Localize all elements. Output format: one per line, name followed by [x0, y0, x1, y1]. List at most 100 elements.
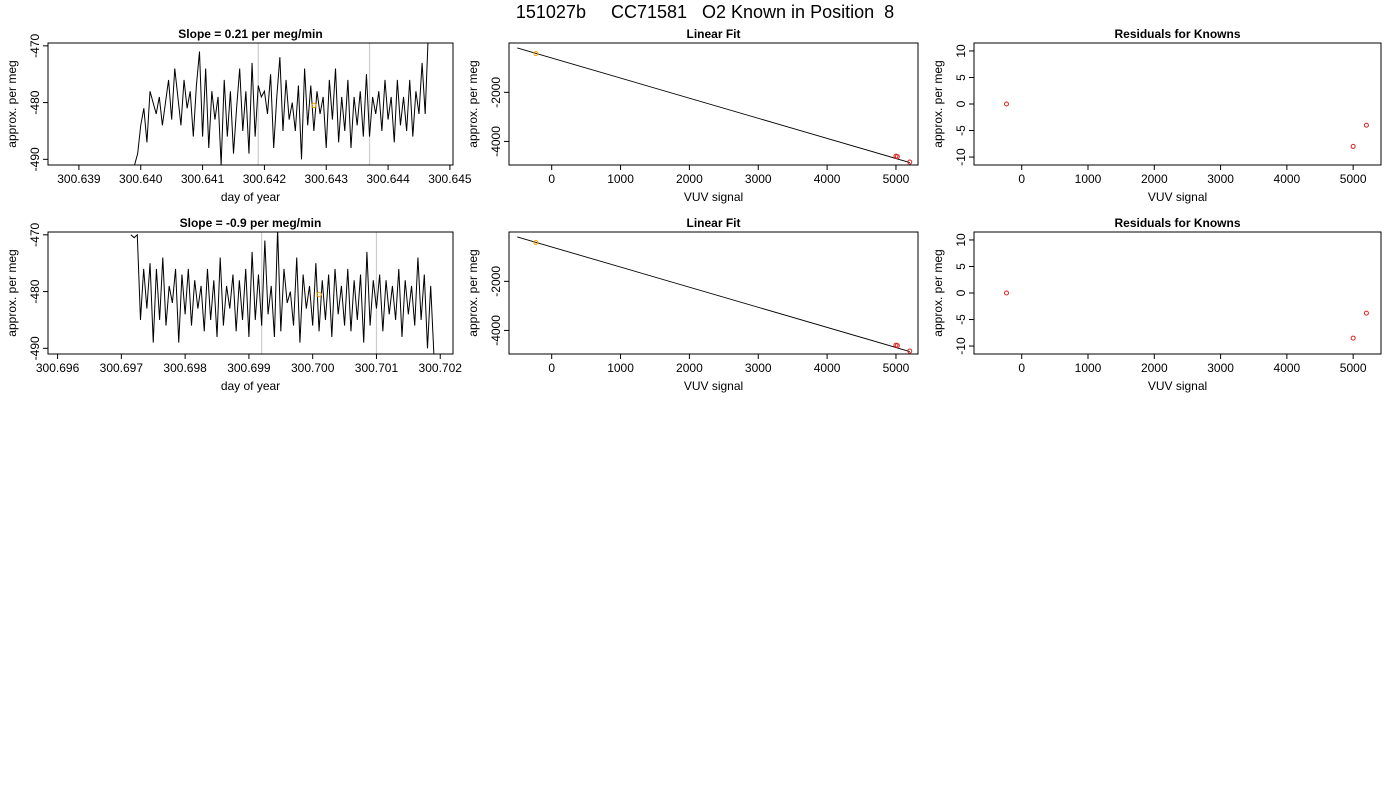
y-tick-label: 10	[954, 233, 968, 247]
figure-title: 151027b CC71581 O2 Known in Position 8	[516, 2, 894, 22]
chart-title: Linear Fit	[686, 216, 740, 230]
chart-panel: Residuals for Knowns 0 1000 2000 3000 4000 500…	[931, 27, 1382, 204]
data-point	[533, 240, 539, 246]
data-point	[1003, 101, 1009, 107]
x-tick-label: 300.696	[36, 361, 80, 375]
chart-title: Slope = 0.21 per meg/min	[178, 27, 322, 41]
y-tick-label: 5	[954, 74, 968, 81]
x-tick-label: 3000	[745, 172, 772, 186]
x-tick-label: 4000	[1274, 361, 1301, 375]
x-tick-label: 2000	[1141, 361, 1168, 375]
x-tick-label: 2000	[676, 172, 703, 186]
y-tick-label: -5	[954, 314, 968, 325]
x-tick-label: 3000	[1207, 361, 1234, 375]
x-tick-label: 300.645	[428, 172, 472, 186]
x-tick-label: 4000	[814, 172, 841, 186]
x-tick-label: 300.700	[291, 361, 335, 375]
y-tick-label: -5	[954, 125, 968, 136]
x-tick-label: 4000	[1274, 172, 1301, 186]
x-tick-label: 300.640	[119, 172, 163, 186]
x-tick-label: 4000	[814, 361, 841, 375]
data-point	[894, 343, 900, 349]
y-axis-label: approx. per meg	[931, 60, 945, 147]
x-tick-label: 3000	[1207, 172, 1234, 186]
x-tick-label: 3000	[745, 361, 772, 375]
x-tick-label: 1000	[607, 172, 634, 186]
y-tick-label: -4000	[489, 126, 503, 157]
y-tick-label: -480	[28, 279, 42, 303]
plot-area	[1003, 290, 1369, 341]
y-tick-label: 5	[954, 263, 968, 270]
x-tick-label: 0	[548, 361, 555, 375]
data-point	[894, 154, 900, 160]
plot-area	[1003, 101, 1369, 149]
y-tick-label: 10	[954, 44, 968, 58]
x-tick-label: 2000	[1141, 172, 1168, 186]
chart-panel: Linear Fit 0 1000 2000 3000 4000 5000 -2000 -400…	[466, 216, 919, 393]
chart-panel: Slope = 0.21 per meg/min 300.639 300.640 30…	[5, 27, 472, 204]
x-axis-label: day of year	[221, 379, 280, 393]
x-tick-label: 300.697	[100, 361, 144, 375]
plot-frame	[508, 42, 919, 166]
x-tick-label: 1000	[607, 361, 634, 375]
data-point	[533, 51, 539, 57]
y-tick-label: -480	[28, 90, 42, 114]
y-axis-label: approx. per meg	[5, 249, 19, 336]
x-tick-label: 5000	[883, 172, 910, 186]
y-tick-label: -10	[954, 337, 968, 355]
x-tick-label: 0	[1018, 172, 1025, 186]
plot-area	[517, 47, 913, 165]
x-axis-label: VUV signal	[684, 190, 743, 204]
data-point	[1350, 335, 1356, 341]
chart-title: Slope = -0.9 per meg/min	[180, 216, 322, 230]
x-tick-label: 0	[1018, 361, 1025, 375]
y-tick-label: -10	[954, 148, 968, 166]
plot-area	[134, 43, 429, 165]
x-tick-label: 5000	[1340, 361, 1367, 375]
plot-area	[517, 236, 913, 354]
y-tick-label: -2000	[489, 266, 503, 297]
x-tick-label: 300.641	[181, 172, 225, 186]
chart-title: Residuals for Knowns	[1114, 216, 1240, 230]
series-line	[130, 232, 435, 354]
x-axis-label: VUV signal	[1148, 190, 1207, 204]
x-tick-label: 300.639	[57, 172, 101, 186]
data-point	[1363, 310, 1369, 316]
fit-line	[517, 47, 910, 163]
data-point	[1350, 143, 1356, 149]
data-point	[1363, 122, 1369, 128]
y-tick-label: 0	[954, 100, 968, 107]
y-tick-label: -470	[28, 223, 42, 247]
data-point	[907, 159, 913, 165]
plot-area	[130, 232, 435, 354]
y-tick-label: -470	[28, 34, 42, 58]
x-tick-label: 5000	[1340, 172, 1367, 186]
x-tick-label: 300.698	[163, 361, 207, 375]
x-tick-label: 1000	[1075, 361, 1102, 375]
chart-title: Residuals for Knowns	[1114, 27, 1240, 41]
y-axis-label: approx. per meg	[466, 60, 480, 147]
chart-title: Linear Fit	[686, 27, 740, 41]
y-axis-label: approx. per meg	[5, 60, 19, 147]
chart-panel: Residuals for Knowns 0 1000 2000 3000 4000 500…	[931, 216, 1382, 393]
y-axis-label: approx. per meg	[466, 249, 480, 336]
x-axis-label: VUV signal	[684, 379, 743, 393]
fit-line	[517, 236, 910, 352]
panels-group: Slope = 0.21 per meg/min 300.639 300.640 30…	[5, 27, 1382, 393]
x-tick-label: 300.699	[227, 361, 271, 375]
y-axis-label: approx. per meg	[931, 249, 945, 336]
plot-frame	[47, 42, 454, 166]
data-point	[907, 348, 913, 354]
mean-marker	[316, 291, 322, 298]
x-tick-label: 300.644	[366, 172, 410, 186]
x-tick-label: 300.701	[355, 361, 399, 375]
x-tick-label: 300.642	[243, 172, 287, 186]
series-line	[134, 43, 429, 165]
x-tick-label: 0	[548, 172, 555, 186]
plot-frame	[47, 231, 454, 355]
x-axis-label: day of year	[221, 190, 280, 204]
y-tick-label: -4000	[489, 315, 503, 346]
x-axis-label: VUV signal	[1148, 379, 1207, 393]
